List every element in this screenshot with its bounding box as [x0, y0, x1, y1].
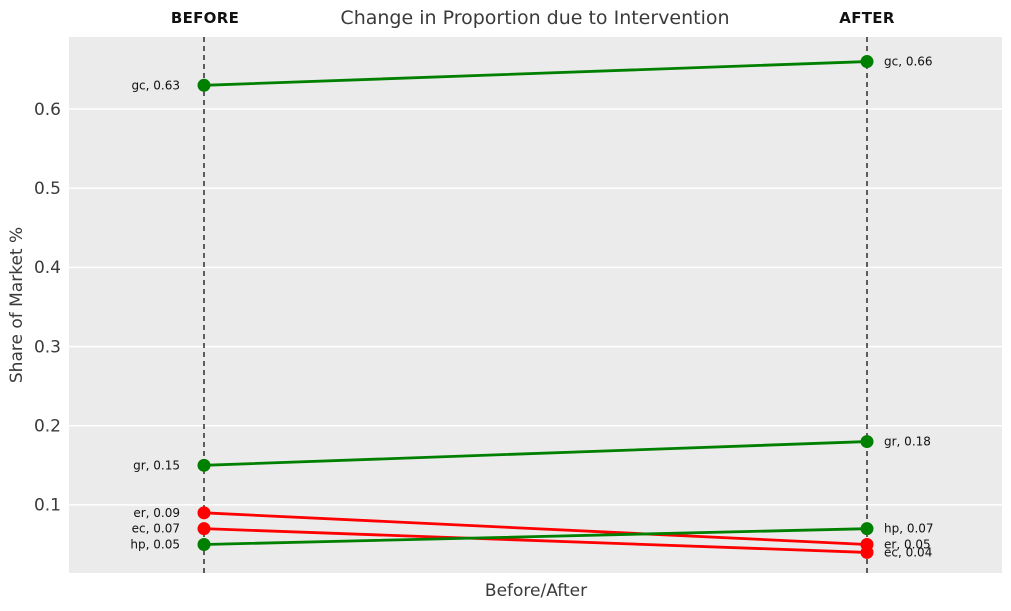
chart-title: Change in Proportion due to Intervention: [340, 7, 730, 29]
before-column-label: BEFORE: [170, 9, 240, 27]
point-label-gr-after: gr, 0.18: [884, 435, 931, 449]
data-point-gr-before: [197, 458, 211, 472]
data-point-ec-before: [197, 522, 211, 536]
point-label-er-after: er, 0.05: [884, 538, 931, 552]
y-tick-label: 0.4: [34, 258, 61, 278]
data-point-gr-after: [860, 435, 874, 449]
point-label-hp-before: hp, 0.05: [130, 538, 180, 552]
x-axis-label: Before/After: [484, 581, 588, 601]
plot-background: [69, 37, 1002, 573]
data-point-er-before: [197, 506, 211, 520]
point-label-ec-before: ec, 0.07: [132, 522, 180, 536]
point-label-ec-after: ec, 0.04: [884, 545, 932, 559]
series-line-gr: [202, 440, 869, 467]
point-label-hp-after: hp, 0.07: [884, 522, 934, 536]
point-label-gc-before: gc, 0.63: [131, 78, 180, 92]
point-label-gr-before: gr, 0.15: [133, 458, 180, 472]
after-column-label: AFTER: [839, 9, 895, 27]
y-tick-label: 0.3: [34, 337, 61, 357]
data-point-hp-before: [197, 537, 211, 551]
y-axis-label: Share of Market %: [7, 226, 27, 384]
y-tick-label: 0.5: [34, 179, 61, 199]
data-point-gc-after: [860, 55, 874, 69]
point-label-gc-after: gc, 0.66: [884, 55, 933, 69]
data-point-gc-before: [197, 78, 211, 92]
series-line-gc: [202, 60, 869, 87]
y-tick-label: 0.1: [34, 496, 61, 516]
data-point-hp-after: [860, 522, 874, 536]
series-line-er: [202, 511, 869, 546]
series-line-hp: [202, 527, 869, 546]
y-tick-label: 0.2: [34, 417, 61, 437]
data-point-ec-after: [860, 545, 874, 559]
y-tick-label: 0.6: [34, 100, 61, 120]
point-label-er-before: er, 0.09: [133, 506, 180, 520]
series-line-ec: [202, 527, 869, 554]
